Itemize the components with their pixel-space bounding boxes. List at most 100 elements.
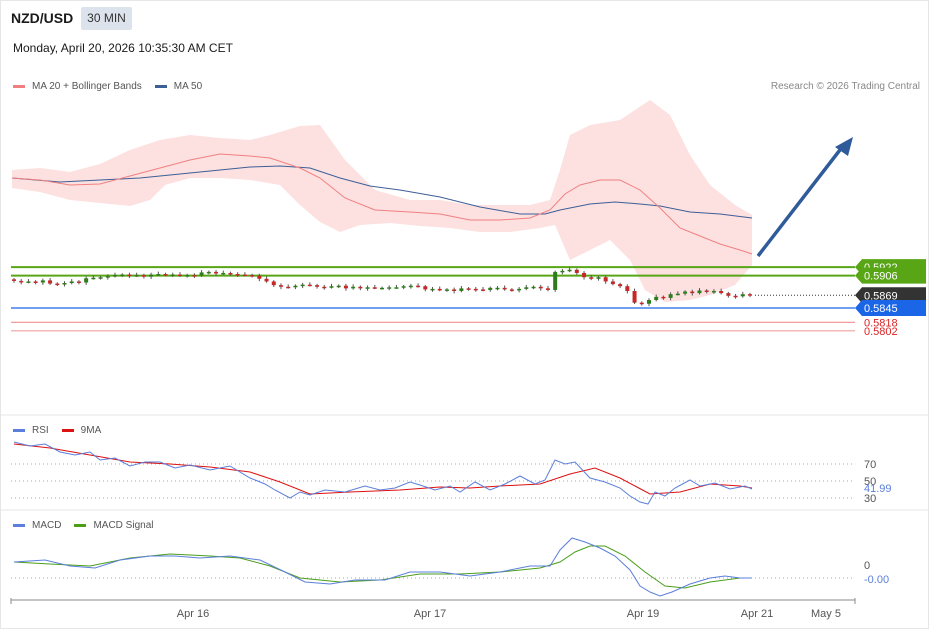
candle-body [661,296,666,299]
datetime-label: Monday, April 20, 2026 10:35:30 AM CET [13,41,233,55]
candle-body [719,291,724,294]
time-axis: Apr 16 Apr 17 Apr 19 Apr 21 May 5 [10,598,856,620]
candle-body [531,286,536,289]
legend-item-ma20: MA 20 + Bollinger Bands [13,81,142,92]
candle-body [654,296,659,301]
candle-body [416,285,421,288]
candle-body [358,286,363,289]
candle-body [704,290,709,292]
candle-body [711,291,716,293]
candle-body [560,270,565,273]
candle-body [545,288,550,290]
candle-body [488,287,493,290]
rsi-current-value: 41.99 [864,483,892,495]
rsi-50-label: 50 [864,476,876,488]
candle-body [502,287,507,290]
candle-body [343,285,348,289]
timeframe-button[interactable]: 30 MIN [81,7,132,30]
candle-body [300,284,305,287]
legend-item-macd: MACD [13,520,61,531]
candle-body [553,271,558,290]
candle-body [567,269,572,272]
candle-body [84,278,89,283]
pivot-label: 0.5845 [864,303,898,315]
ma50-line [11,165,753,219]
candle-body [437,288,442,291]
ma20-line [11,153,753,255]
macd-line [13,537,752,597]
candle-body [610,281,615,285]
bollinger-band [12,100,752,302]
candle-body [481,289,486,291]
candle-body [163,274,168,276]
candle-body [40,280,45,283]
forecast-arrow [756,144,845,258]
candle-body [589,277,594,279]
x-tick-label: May 5 [811,608,841,620]
candle-body [444,289,449,291]
candle-body [141,275,146,277]
macd-signal-line [13,545,752,589]
candle-body [307,284,312,287]
candle-body [625,286,630,292]
candle-body [91,277,96,280]
legend-label: MA 20 + Bollinger Bands [32,81,142,92]
candle-body [199,272,204,276]
support-2-label: 0.5802 [864,326,898,338]
candle-body [603,277,608,282]
candle-body [473,288,478,291]
candle-body [372,287,377,289]
candle-body [113,275,118,277]
forecast-arrowhead [835,137,853,156]
candle-body [618,284,623,287]
candle-body [12,279,16,281]
candle-body [582,272,587,278]
candle-body [726,293,731,296]
candle-body [466,288,471,290]
candle-body [62,283,67,285]
legend-label: MA 50 [173,81,203,92]
candle-body [329,286,334,288]
rsi-9ma-line [13,443,753,495]
candle-body [105,276,110,278]
candle-body [235,274,240,276]
candle-body [76,281,81,283]
candle-body [264,278,269,282]
candle-body [271,281,276,286]
candle-body [733,295,738,298]
legend-swatch [74,524,87,527]
candle-body [675,293,680,296]
rsi-line [13,441,753,505]
candle-body [365,287,370,289]
candle-body [278,285,283,287]
candle-body [156,274,161,276]
macd-panel: 0 -0.00 [11,537,889,597]
candle-body [538,286,543,289]
candle-body [380,287,384,290]
legend-swatch [61,429,74,432]
legend-item-macd-signal: MACD Signal [74,520,153,531]
candle-body [740,294,745,297]
candle-body [452,289,457,292]
legend-item-9ma: 9MA [61,425,101,436]
candle-body [257,275,262,279]
macd-zero-label: 0 [864,560,870,572]
support-1-label: 0.5818 [864,317,898,329]
legend-item-ma50: MA 50 [154,81,203,92]
candle-body [574,269,579,273]
candle-body [134,275,139,277]
pivot-tag [855,300,926,316]
candle-body [293,285,298,288]
candle-body [639,302,644,305]
macd-legend: MACD MACD Signal [13,520,166,531]
candle-body [336,285,341,288]
candle-body [206,271,211,274]
resistance-1-label: 0.5906 [864,271,898,283]
candle-body [509,289,514,291]
candle-body [26,281,31,283]
candle-body [690,291,695,294]
candle-body [149,274,154,277]
last-price-label: 0.5869 [864,290,898,302]
candle-body [127,274,132,277]
